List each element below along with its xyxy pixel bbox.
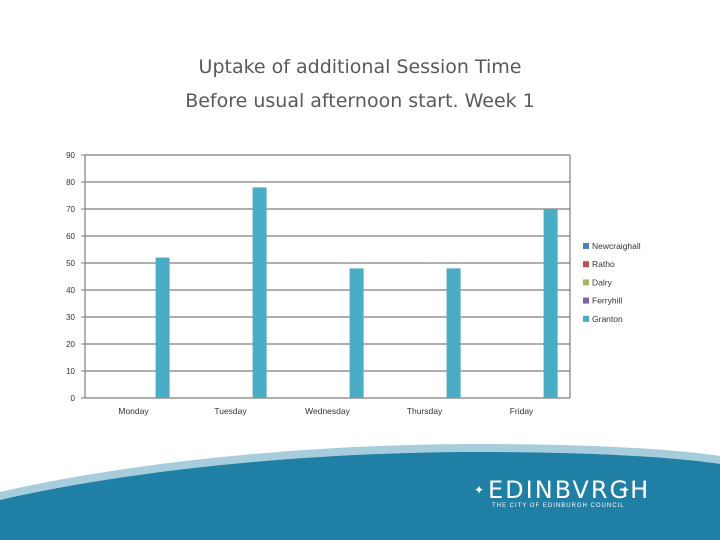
x-tick-label: Friday bbox=[510, 406, 534, 416]
legend-swatch bbox=[583, 243, 589, 249]
y-tick-label: 70 bbox=[66, 205, 75, 214]
chart-title-line-2: Before usual afternoon start. Week 1 bbox=[185, 90, 535, 112]
legend-label: Newcraighall bbox=[592, 241, 641, 251]
legend-swatch bbox=[583, 315, 589, 322]
bar-friday bbox=[543, 209, 558, 398]
footer-wave-main bbox=[0, 452, 720, 540]
logo-ornament-right: ✦ bbox=[620, 483, 630, 497]
bar-tuesday bbox=[252, 187, 267, 398]
y-tick-label: 40 bbox=[66, 286, 75, 295]
y-tick-label: 10 bbox=[66, 367, 75, 376]
y-tick-label: 30 bbox=[66, 313, 75, 322]
y-tick-label: 20 bbox=[66, 340, 75, 349]
grid-lines bbox=[81, 154, 571, 399]
bar-monday bbox=[155, 257, 170, 398]
y-axis-ticks: 90 80 70 60 50 40 30 20 10 0 bbox=[66, 151, 75, 403]
x-axis-ticks: Monday Tuesday Wednesday Thursday Friday bbox=[118, 406, 534, 416]
footer-band: ✦ EDINBVRGH ✦ THE CITY OF EDINBURGH COUN… bbox=[0, 444, 720, 540]
logo-wordmark: EDINBVRGH bbox=[488, 476, 650, 504]
y-tick-label: 60 bbox=[66, 232, 75, 241]
legend: Newcraighall Ratho Dalry Ferryhill Granton bbox=[583, 241, 641, 324]
bars bbox=[155, 187, 558, 398]
y-tick-label: 50 bbox=[66, 259, 75, 268]
y-tick-label: 0 bbox=[71, 394, 76, 403]
y-tick-label: 80 bbox=[66, 178, 75, 187]
legend-label: Dalry bbox=[592, 277, 613, 287]
x-tick-label: Wednesday bbox=[305, 406, 350, 416]
legend-swatch bbox=[583, 279, 589, 286]
legend-label: Granton bbox=[592, 314, 623, 324]
bar-thursday bbox=[446, 268, 461, 398]
x-tick-label: Monday bbox=[118, 406, 149, 416]
logo-ornament-left: ✦ bbox=[474, 483, 484, 497]
legend-swatch bbox=[583, 261, 589, 268]
chart-title-line-1: Uptake of additional Session Time bbox=[198, 56, 522, 78]
x-tick-label: Tuesday bbox=[214, 406, 247, 416]
legend-label: Ferryhill bbox=[592, 296, 622, 306]
bar-wednesday bbox=[349, 268, 364, 398]
y-tick-label: 90 bbox=[66, 151, 75, 160]
x-tick-label: Thursday bbox=[407, 406, 443, 416]
legend-swatch bbox=[583, 297, 589, 304]
logo-subtitle: THE CITY OF EDINBURGH COUNCIL bbox=[492, 503, 625, 509]
edinburgh-logo: ✦ EDINBVRGH ✦ THE CITY OF EDINBURGH COUN… bbox=[474, 476, 650, 509]
legend-label: Ratho bbox=[592, 259, 615, 269]
